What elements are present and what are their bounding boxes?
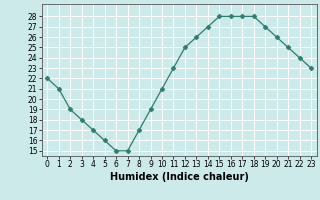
X-axis label: Humidex (Indice chaleur): Humidex (Indice chaleur) bbox=[110, 172, 249, 182]
